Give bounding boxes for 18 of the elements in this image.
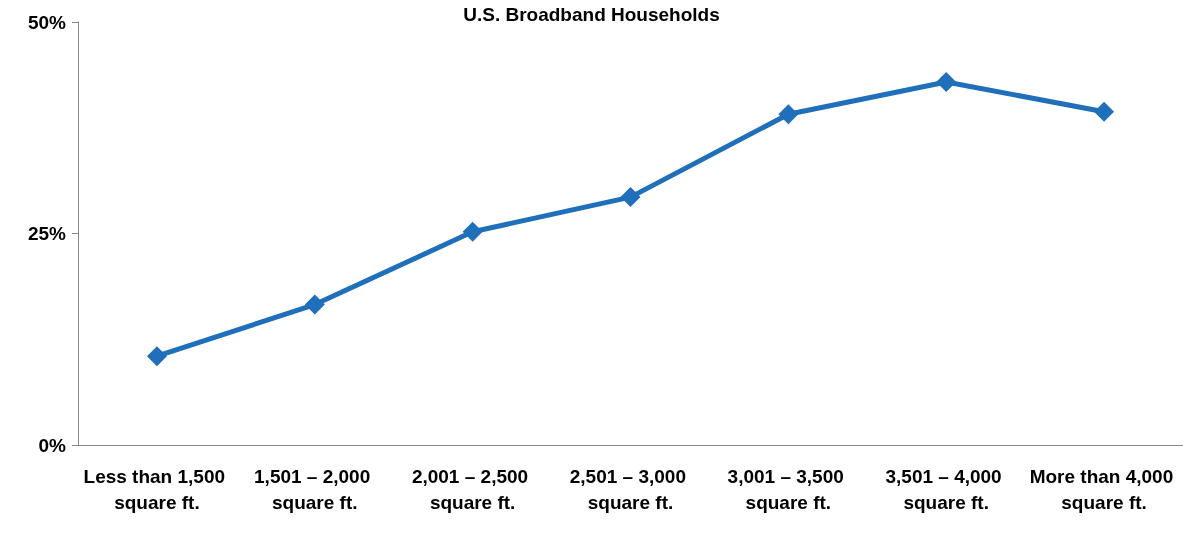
point (462, 221, 483, 242)
point (936, 72, 957, 93)
y-tick-label: 50% (27, 11, 67, 33)
x-tick-label: Less than 1,500 square ft. (83, 465, 231, 513)
point (146, 346, 167, 367)
x-tick-label: 2,501 – 3,000 square ft. (569, 465, 692, 513)
chart-title: U.S. Broadband Households (463, 4, 720, 25)
x-tick-label: 1,501 – 2,000 square ft. (254, 465, 376, 513)
point (778, 104, 799, 125)
x-tick-label: 3,001 – 3,500 square ft. (727, 465, 850, 513)
y-tick-label: 0% (38, 434, 67, 456)
point (1094, 101, 1115, 122)
x-tick-label: More than 4,000 square ft. (1029, 465, 1179, 513)
point (620, 187, 641, 208)
y-tick-label: 25% (27, 223, 67, 244)
point (304, 294, 325, 315)
x-tick-label: 2,001 – 2,500 square ft. (411, 465, 534, 513)
x-tick-label: 3,501 – 4,000 square ft. (885, 465, 1007, 513)
